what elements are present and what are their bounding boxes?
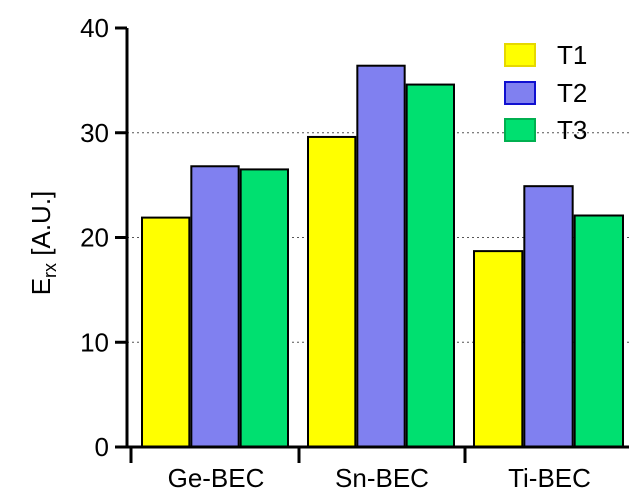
- y-ticks: 0 10 20 30 40: [80, 13, 127, 462]
- bar-t1-sn-bec: [307, 135, 357, 448]
- y-axis-label-sub: rx: [40, 263, 60, 278]
- legend-swatch-t3: [504, 118, 536, 142]
- y-axis-label: Erx [A.U.]: [26, 191, 60, 296]
- x-category-label: Ti-BEC: [508, 463, 591, 493]
- y-tick-label: 0: [95, 432, 109, 462]
- bar-t3-ti-bec: [573, 214, 625, 448]
- y-tick-label: 40: [80, 13, 109, 43]
- legend-label-t2: T2: [557, 78, 587, 108]
- y-tick-label: 10: [80, 327, 109, 357]
- legend-label-t3: T3: [557, 115, 587, 145]
- bar-t1-ti-bec: [473, 250, 524, 448]
- x-category-label: Sn-BEC: [335, 463, 429, 493]
- bar-t2-ge-bec: [190, 165, 240, 449]
- x-categories: Ge-BEC Sn-BEC Ti-BEC: [129, 447, 591, 493]
- y-tick-label: 30: [80, 118, 109, 148]
- legend-label-t1: T1: [557, 40, 587, 70]
- legend-swatch-t1: [504, 43, 536, 67]
- bars: [141, 64, 625, 449]
- bar-t3-sn-bec: [405, 83, 455, 448]
- y-tick-label: 20: [80, 223, 109, 253]
- bar-t1-ge-bec: [141, 216, 191, 448]
- x-category-label: Ge-BEC: [168, 463, 265, 493]
- bar-t2-ti-bec: [523, 185, 574, 449]
- legend: T1 T2 T3: [504, 40, 587, 145]
- legend-swatch-t2: [504, 81, 536, 105]
- bar-t3-ge-bec: [239, 168, 290, 448]
- y-axis-label-rest: [A.U.]: [26, 191, 56, 263]
- bar-t2-sn-bec: [356, 64, 406, 449]
- y-axis-label-main: E: [26, 278, 56, 295]
